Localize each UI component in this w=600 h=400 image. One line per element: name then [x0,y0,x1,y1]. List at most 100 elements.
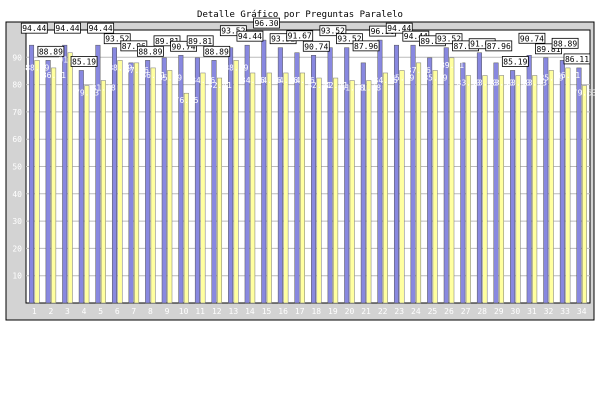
x-tick-label: 32 [544,307,554,316]
bar-series-1 [476,52,482,304]
x-tick-label: 20 [345,307,355,316]
bar-series-2 [465,75,471,304]
data-label-series-1: 94.44 [22,24,46,33]
bar-series-1 [377,39,383,304]
data-label-box [485,40,513,52]
bar-series-2 [532,75,538,304]
bar-series-2 [100,80,106,304]
bar-series-1 [244,44,250,304]
bar-series-1 [460,62,466,304]
bar-series-2 [333,77,339,304]
data-label-series-1: 94.44 [404,32,428,41]
data-label-series-1: 94.44 [55,24,79,33]
x-tick-label: 33 [560,307,570,316]
bar-series-2 [565,67,571,304]
data-label-series-1: 88.89 [138,47,162,56]
x-tick-label: 22 [378,307,388,316]
data-label-series-1: 94.44 [89,24,113,33]
y-tick-label: 50 [12,163,22,172]
data-label-box [236,30,264,42]
bar-series-2 [134,62,140,304]
data-label-box [435,33,463,45]
bar-series-2 [34,60,40,304]
bar-series-1 [576,67,582,304]
data-label-series-2: 84.26 [274,76,298,85]
data-label-series-1: 91.67 [288,32,312,41]
data-label-box [137,45,164,57]
x-tick-label: 15 [262,307,272,316]
data-label-box [535,43,562,55]
data-label-series-1: 86.11 [565,55,589,64]
x-tick-label: 27 [461,307,471,316]
data-label-box [170,40,197,52]
data-label-box [54,22,81,34]
bar-series-1 [510,70,516,304]
x-tick-label: 6 [115,307,120,316]
bar-series-2 [449,57,455,304]
data-label-box [286,30,314,42]
bar-series-1 [211,60,217,304]
x-tick-label: 4 [82,307,87,316]
bar-series-2 [548,70,554,304]
data-label-series-2: 82.41 [324,81,348,90]
bar-series-1 [443,47,449,304]
data-label-series-2: 87.96 [407,66,431,75]
y-tick-label: 30 [12,217,22,226]
bar-series-1 [128,62,134,304]
data-label-series-2: 85.19 [423,73,447,82]
data-label-series-1: 88.89 [39,47,63,56]
data-label-box [319,25,347,37]
data-label-series-2: 91.67 [58,56,82,65]
data-label-series-1: 88.89 [553,39,577,48]
x-tick-label: 3 [65,307,70,316]
data-label-series-2: 88.89 [25,63,49,72]
bar-series-1 [543,57,549,304]
data-label-series-1: 93.52 [437,35,461,44]
data-label-series-2: 86.11 [556,71,580,80]
y-tick-label: 40 [12,190,22,199]
data-label-box [20,22,48,34]
data-label-box [563,53,591,65]
data-label-series-1: 96.30 [254,19,278,28]
data-label-box [120,40,148,52]
data-label-series-2: 84.26 [257,76,281,85]
bar-series-1 [493,62,499,304]
x-tick-label: 30 [511,307,521,316]
data-label-series-2: 88.89 [224,63,248,72]
bar-series-1 [344,47,350,304]
data-label-box [518,32,546,44]
data-label-series-1: 89.81 [155,37,179,46]
y-tick-label: 10 [12,272,22,281]
data-label-box [551,37,579,49]
data-label-series-1: 89.81 [536,45,560,54]
bar-series-1 [228,47,234,304]
bar-series-1 [45,60,51,304]
data-label-series-1: 93.52 [321,27,345,36]
x-tick-label: 14 [245,307,255,316]
data-label-box [352,40,380,52]
data-label-box [336,33,363,45]
bar-series-2 [217,77,223,304]
bar-series-2 [499,75,505,304]
bar-series-2 [299,72,305,304]
chart-title: Detalle Gráfico por Preguntas Paralelo [197,10,403,20]
bar-series-2 [266,72,272,304]
bar-series-1 [327,47,333,304]
x-tick-label: 28 [477,307,487,316]
y-tick-label: 90 [12,53,22,62]
x-tick-label: 5 [98,307,103,316]
x-tick-label: 19 [328,307,338,316]
bar-series-1 [194,57,200,304]
bar-series-2 [67,52,73,304]
bar-series-1 [410,44,416,304]
data-label-series-2: 84.26 [291,76,315,85]
bar-series-2 [349,80,355,304]
x-tick-label: 21 [361,307,371,316]
x-tick-label: 11 [195,307,205,316]
x-tick-label: 12 [212,307,222,316]
bar-series-1 [29,44,35,304]
x-tick-label: 24 [411,307,421,316]
data-label-box [219,25,247,37]
data-label-series-2: 83.33 [523,79,547,88]
